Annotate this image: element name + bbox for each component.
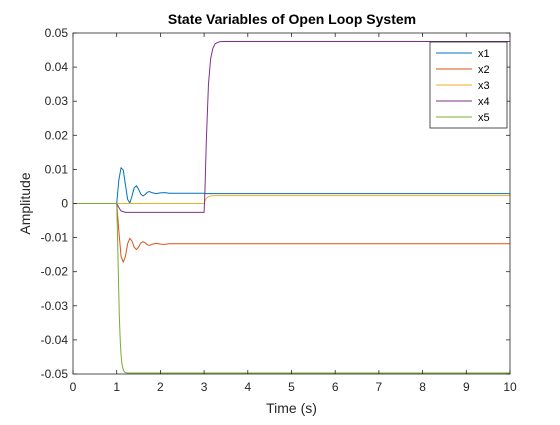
- y-tick-label: -0.02: [41, 265, 69, 279]
- x-tick-label: 5: [288, 380, 295, 394]
- series-line-x2: [73, 203, 510, 263]
- y-axis-ticks: -0.05 -0.04 -0.03 -0.02 -0.01 0 0.01 0.02 0.03 0.…: [41, 26, 510, 381]
- x-tick-label: 9: [463, 380, 470, 394]
- y-tick-label: 0.01: [45, 162, 69, 176]
- series-lines: [73, 41, 510, 374]
- y-tick-label: -0.01: [41, 231, 69, 245]
- series-line-x5: [73, 203, 510, 374]
- y-tick-label: 0: [61, 197, 68, 211]
- y-tick-label: 0.05: [45, 26, 69, 40]
- y-tick-label: 0.02: [45, 128, 69, 142]
- x-tick-label: 3: [201, 380, 208, 394]
- series-line-x4: [73, 41, 510, 213]
- x-tick-label: 4: [244, 380, 251, 394]
- x-axis-ticks: 0 1 2 3 4 5 6 7 8 9 10: [70, 33, 517, 394]
- x-tick-label: 2: [157, 380, 164, 394]
- y-tick-label: -0.04: [41, 333, 69, 347]
- legend-label-x2: x2: [478, 64, 490, 76]
- y-axis-label: Amplitude: [17, 172, 33, 234]
- y-tick-label: -0.05: [41, 367, 69, 381]
- chart-title: State Variables of Open Loop System: [168, 11, 416, 27]
- legend: x1 x2 x3 x4 x5: [429, 41, 508, 129]
- legend-label-x1: x1: [478, 48, 490, 60]
- y-tick-label: 0.04: [45, 60, 69, 74]
- legend-label-x5: x5: [478, 112, 490, 124]
- y-tick-label: -0.03: [41, 299, 69, 313]
- legend-label-x3: x3: [478, 80, 490, 92]
- y-tick-label: 0.03: [45, 94, 69, 108]
- legend-label-x4: x4: [478, 96, 490, 108]
- x-axis-label: Time (s): [266, 400, 317, 416]
- x-tick-label: 0: [70, 380, 77, 394]
- x-tick-label: 8: [419, 380, 426, 394]
- x-tick-label: 1: [113, 380, 120, 394]
- x-tick-label: 6: [332, 380, 339, 394]
- x-tick-label: 7: [376, 380, 383, 394]
- series-line-x1: [73, 167, 510, 204]
- x-tick-label: 10: [503, 380, 517, 394]
